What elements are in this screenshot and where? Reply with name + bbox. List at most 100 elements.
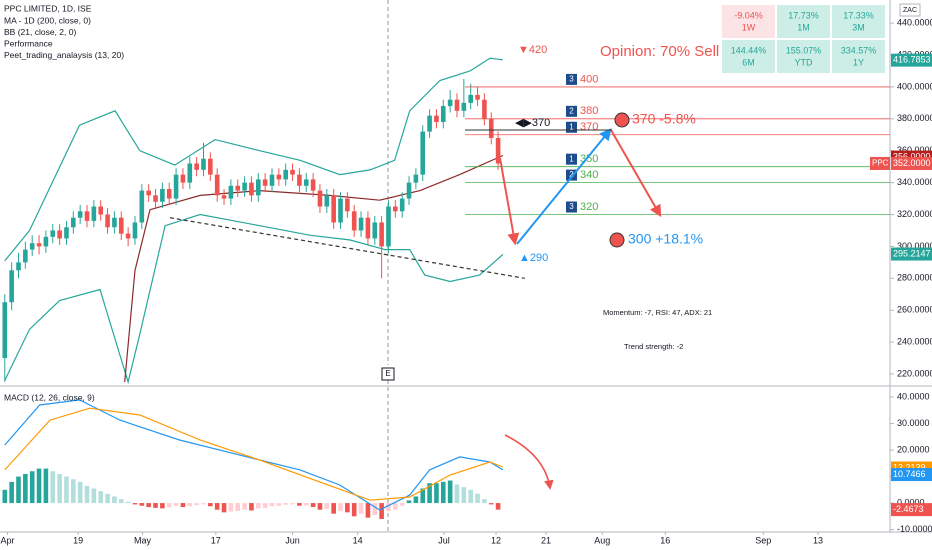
candle-body — [242, 182, 247, 191]
y-tick-label: 240.0000 — [897, 336, 932, 346]
histogram-bar — [146, 503, 151, 508]
candle-body — [420, 131, 426, 175]
candle-body — [64, 227, 69, 239]
line — [4, 407, 504, 501]
candle-body — [249, 182, 254, 196]
histogram-bar — [434, 483, 439, 504]
histogram-bar — [440, 481, 446, 504]
price-label-box — [891, 156, 932, 170]
y-tick-label: 20.0000 — [897, 444, 930, 454]
histogram-bar — [105, 493, 110, 504]
y-tick-label: 0.0000 — [897, 497, 925, 507]
price-label: 10.7466 — [893, 469, 926, 479]
perf-value: 334.57% — [841, 45, 877, 55]
histogram-bar — [98, 491, 104, 504]
histogram-bar — [283, 503, 289, 505]
annotation: Opinion: 70% Sell — [600, 43, 719, 60]
candle-body — [454, 99, 460, 111]
price-label: 295.2147 — [893, 248, 931, 258]
event-box — [381, 367, 395, 381]
histogram-bar — [77, 481, 83, 504]
level-tag: 2 — [569, 170, 574, 179]
histogram-bar — [132, 503, 138, 505]
candle-body — [214, 174, 220, 196]
x-tick-label: 16 — [660, 535, 670, 545]
candle-body — [406, 182, 412, 199]
candle-body — [495, 137, 501, 164]
x-tick-label: 12 — [491, 535, 501, 545]
histogram-bar — [208, 503, 213, 507]
annotation: 370 -5.8% — [632, 111, 696, 127]
candle-body — [98, 206, 104, 215]
candle-body — [173, 174, 179, 199]
histogram-bar — [413, 496, 419, 504]
perf-cell — [832, 5, 885, 38]
candle-body — [16, 262, 21, 271]
level-label: 370 — [580, 121, 598, 133]
candle-body — [461, 102, 467, 111]
candle-body — [91, 206, 97, 221]
candle-body — [358, 217, 364, 231]
histogram-bar — [201, 503, 206, 505]
histogram-bar — [23, 473, 28, 504]
perf-period: 1M — [797, 22, 810, 32]
level-tag-box — [566, 121, 577, 133]
line — [4, 57, 503, 262]
candle-body — [324, 195, 330, 207]
candle-body — [331, 195, 336, 223]
candle-body — [146, 190, 151, 196]
candle-body — [180, 174, 186, 183]
candle-body — [475, 94, 480, 100]
perf-period: 1W — [742, 22, 756, 32]
y-tick-label: 300.0000 — [897, 241, 932, 251]
candle-body — [166, 188, 172, 199]
histogram-bar — [187, 503, 193, 507]
perf-cell — [777, 5, 830, 38]
candle-body — [118, 217, 124, 234]
histogram-bar — [406, 500, 412, 504]
candle-body — [228, 185, 234, 199]
target-icon — [614, 112, 630, 128]
histogram-bar — [160, 503, 165, 509]
candle-body — [393, 206, 398, 212]
x-tick-label: 17 — [211, 535, 221, 545]
level-tag: 1 — [569, 154, 574, 163]
histogram-bar — [495, 503, 501, 510]
y-tick-label: 220.0000 — [897, 368, 932, 378]
histogram-bar — [427, 483, 432, 504]
y-tick-label: 40.0000 — [897, 391, 930, 401]
y-tick-label: 400.0000 — [897, 81, 932, 91]
x-tick-label: Aug — [594, 535, 610, 545]
price-label: 13.2139 — [893, 462, 926, 472]
candle-body — [208, 158, 213, 175]
candle-body — [434, 115, 439, 123]
symbol-box — [870, 156, 890, 170]
histogram-bar — [16, 476, 21, 504]
perf-cell — [777, 40, 830, 73]
annotation: Trend strength: -2 — [624, 342, 683, 351]
candle-body — [379, 222, 384, 247]
perf-period: 3M — [852, 22, 865, 32]
perf-period: YTD — [795, 57, 814, 67]
candle-body — [468, 94, 473, 103]
annotation: 300 +18.1% — [628, 231, 703, 247]
candle-body — [303, 179, 309, 186]
histogram-bar — [386, 503, 391, 512]
legend-entry: MA - 1D (200, close, 0) — [4, 15, 91, 25]
histogram-bar — [372, 503, 378, 516]
target-icon — [609, 232, 625, 248]
y-tick-label: 260.0000 — [897, 305, 932, 315]
line — [124, 154, 504, 383]
candle-body — [269, 174, 275, 186]
y-tick-label: 320.0000 — [897, 209, 932, 219]
level-tag-box — [566, 201, 577, 213]
y-tick-label: -10.0000 — [897, 524, 932, 534]
histogram-bar — [399, 503, 405, 506]
histogram-bar — [468, 489, 473, 504]
annotation: ▲290 — [519, 252, 548, 264]
candle-body — [2, 302, 8, 359]
price-label-box — [891, 468, 932, 482]
price-label: 416.7853 — [893, 55, 931, 65]
